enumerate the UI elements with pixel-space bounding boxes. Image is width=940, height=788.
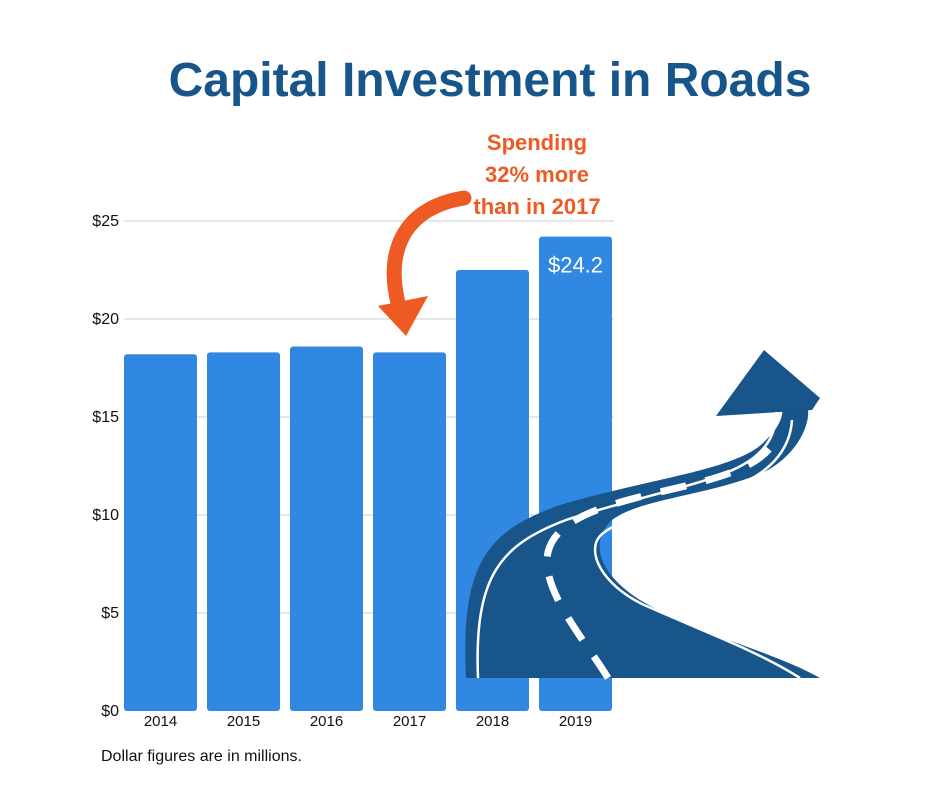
footnote: Dollar figures are in millions. bbox=[101, 748, 302, 765]
y-tick-label: $15 bbox=[92, 409, 119, 426]
y-axis-ticks: $0 $5 $10 $15 $20 $25 bbox=[92, 213, 119, 720]
y-tick-label: $25 bbox=[92, 213, 119, 230]
x-tick-label: 2014 bbox=[144, 713, 177, 730]
y-tick-label: $5 bbox=[101, 605, 119, 622]
road-center-dash bbox=[543, 445, 773, 680]
x-tick-label: 2015 bbox=[227, 713, 260, 730]
data-label: $24.2 bbox=[548, 253, 603, 278]
annotation-arrow bbox=[378, 190, 472, 336]
y-tick-label: $20 bbox=[92, 311, 119, 328]
x-axis-labels: 2014 2015 2016 2017 2018 2019 bbox=[144, 713, 592, 730]
annotation-line: than in 2017 bbox=[473, 194, 600, 219]
chart-title: Capital Investment in Roads bbox=[169, 54, 812, 107]
bar-2017 bbox=[373, 352, 446, 711]
x-tick-label: 2016 bbox=[310, 713, 343, 730]
road-edge-line bbox=[593, 419, 801, 680]
road-arrow-illustration bbox=[465, 350, 820, 680]
bar-2016 bbox=[290, 346, 363, 711]
annotation-line: 32% more bbox=[485, 162, 589, 187]
x-tick-label: 2017 bbox=[393, 713, 426, 730]
x-tick-label: 2018 bbox=[476, 713, 509, 730]
y-tick-label: $10 bbox=[92, 507, 119, 524]
annotation-line: Spending bbox=[487, 130, 587, 155]
y-tick-label: $0 bbox=[101, 703, 119, 720]
bar-2015 bbox=[207, 352, 280, 711]
x-tick-label: 2019 bbox=[559, 713, 592, 730]
road-arrowhead bbox=[716, 350, 820, 416]
annotation-text: Spending 32% more than in 2017 bbox=[473, 130, 600, 219]
bar-2014 bbox=[124, 354, 197, 711]
